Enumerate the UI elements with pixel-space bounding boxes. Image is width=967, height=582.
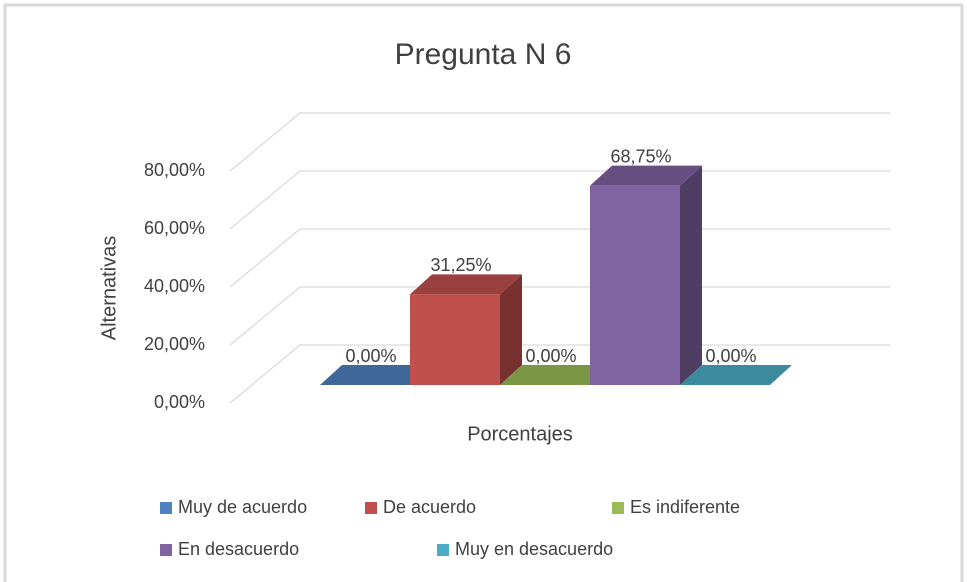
legend-swatch — [160, 502, 172, 514]
bar-front — [590, 185, 680, 385]
bar-top — [410, 274, 522, 295]
data-label: 0,00% — [705, 346, 756, 366]
y-axis-label: Alternativas — [98, 236, 120, 341]
legend-label: En desacuerdo — [178, 539, 299, 559]
y-tick-label: 40,00% — [144, 276, 205, 296]
y-tick-label: 0,00% — [154, 392, 205, 412]
data-label: 68,75% — [610, 146, 671, 166]
legend-label: Es indiferente — [630, 497, 740, 517]
bar-front — [410, 294, 500, 385]
bar — [680, 365, 792, 385]
bar — [590, 165, 702, 385]
bar-top — [500, 365, 612, 385]
y-tick-label: 20,00% — [144, 334, 205, 354]
legend-swatch — [612, 502, 624, 514]
x-axis-label: Porcentajes — [467, 423, 573, 445]
legend-swatch — [365, 502, 377, 514]
bar-top — [320, 365, 432, 385]
legend-swatch — [160, 544, 172, 556]
data-label: 0,00% — [345, 346, 396, 366]
bar — [500, 365, 612, 385]
legend-label: De acuerdo — [383, 497, 476, 517]
data-label: 31,25% — [430, 255, 491, 275]
y-tick-label: 60,00% — [144, 218, 205, 238]
bar-side — [500, 274, 522, 385]
bar-side — [680, 165, 702, 385]
bar-top — [680, 365, 792, 385]
bar — [410, 274, 522, 385]
data-label: 0,00% — [525, 346, 576, 366]
y-tick-label: 80,00% — [144, 160, 205, 180]
grid-line — [229, 112, 890, 172]
chart-title: Pregunta N 6 — [395, 38, 572, 71]
legend-label: Muy de acuerdo — [178, 497, 307, 517]
legend-swatch — [437, 544, 449, 556]
legend-label: Muy en desacuerdo — [455, 539, 613, 559]
bar-top — [590, 165, 702, 186]
bar — [320, 365, 432, 385]
